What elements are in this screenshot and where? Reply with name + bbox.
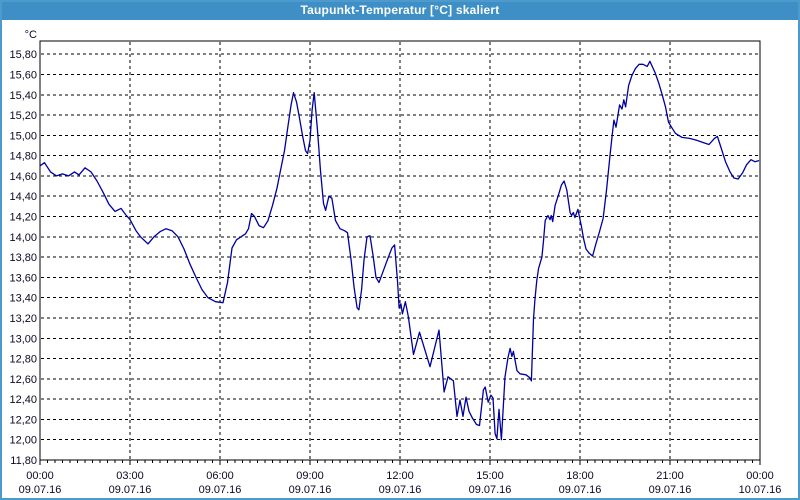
x-tick-time-label: 03:00 bbox=[116, 470, 144, 482]
y-tick-label: 13,00 bbox=[9, 333, 37, 345]
y-tick-label: 14,80 bbox=[9, 151, 37, 163]
y-tick-label: 12,20 bbox=[9, 414, 37, 426]
y-tick-label: 14,20 bbox=[9, 212, 37, 224]
x-tick-time-label: 21:00 bbox=[656, 470, 684, 482]
y-tick-label: 12,60 bbox=[9, 374, 37, 386]
y-tick-label: 13,40 bbox=[9, 293, 37, 305]
title-bar: Taupunkt-Temperatur [°C] skaliert bbox=[0, 0, 800, 20]
x-tick-time-label: 00:00 bbox=[746, 470, 774, 482]
dewpoint-temperature-line bbox=[39, 60, 760, 441]
chart-title: Taupunkt-Temperatur [°C] skaliert bbox=[300, 3, 500, 17]
y-tick-label: 15,60 bbox=[9, 69, 37, 81]
y-tick-label: 14,60 bbox=[9, 171, 37, 183]
x-tick-date-label: 09.07.16 bbox=[469, 484, 512, 496]
y-tick-label: 12,40 bbox=[9, 394, 37, 406]
x-tick-time-label: 15:00 bbox=[476, 470, 504, 482]
y-tick-label: 14,00 bbox=[9, 232, 37, 244]
x-tick-time-label: 00:00 bbox=[26, 470, 54, 482]
x-tick-date-label: 09.07.16 bbox=[19, 484, 62, 496]
x-tick-date-label: 09.07.16 bbox=[109, 484, 152, 496]
y-tick-label: 15,20 bbox=[9, 110, 37, 122]
x-tick-date-label: 09.07.16 bbox=[199, 484, 242, 496]
x-tick-date-label: 09.07.16 bbox=[559, 484, 602, 496]
x-tick-time-label: 06:00 bbox=[206, 470, 234, 482]
x-tick-time-label: 18:00 bbox=[566, 470, 594, 482]
y-tick-label: 13,20 bbox=[9, 313, 37, 325]
y-tick-label: 15,80 bbox=[9, 49, 37, 61]
y-tick-label: 15,40 bbox=[9, 90, 37, 102]
x-tick-date-label: 10.07.16 bbox=[739, 484, 782, 496]
x-tick-time-label: 09:00 bbox=[296, 470, 324, 482]
x-tick-date-label: 09.07.16 bbox=[289, 484, 332, 496]
y-tick-label: 14,40 bbox=[9, 191, 37, 203]
y-tick-label: 11,80 bbox=[10, 455, 37, 467]
y-tick-label: 13,80 bbox=[9, 252, 37, 264]
y-axis-unit: °C bbox=[25, 29, 37, 41]
x-tick-date-label: 09.07.16 bbox=[379, 484, 422, 496]
x-tick-time-label: 12:00 bbox=[386, 470, 414, 482]
y-tick-label: 15,00 bbox=[9, 130, 37, 142]
y-tick-label: 12,00 bbox=[9, 435, 37, 447]
y-tick-label: 12,80 bbox=[9, 354, 37, 366]
x-tick-date-label: 09.07.16 bbox=[649, 484, 692, 496]
y-tick-label: 13,60 bbox=[9, 272, 37, 284]
